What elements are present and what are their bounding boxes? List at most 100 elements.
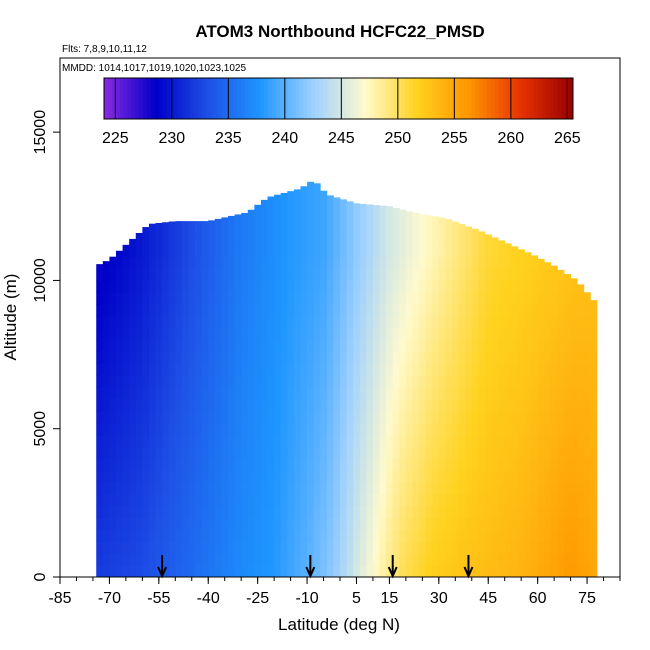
heatmap-cell (247, 387, 255, 400)
heatmap-cell (583, 327, 591, 341)
heatmap-cell (201, 422, 209, 436)
heatmap-cell (254, 292, 262, 305)
heatmap-cell (208, 565, 216, 578)
heatmap-cell (162, 493, 170, 507)
heatmap-cell (122, 410, 130, 424)
heatmap-cell (122, 387, 130, 400)
heatmap-cell (353, 505, 361, 519)
colorbar-segment (350, 78, 355, 119)
heatmap-cell (214, 541, 222, 554)
heatmap-cell (175, 339, 183, 352)
heatmap-cell (386, 304, 394, 317)
heatmap-cell (478, 493, 486, 507)
heatmap-cell (260, 458, 268, 471)
heatmap-cell (241, 232, 249, 246)
heatmap-cell (405, 351, 413, 364)
heatmap-cell (425, 232, 433, 246)
heatmap-cell (399, 553, 407, 566)
heatmap-cell (307, 185, 315, 198)
heatmap-cell (392, 470, 400, 483)
heatmap-cell (438, 304, 446, 317)
heatmap-cell (458, 351, 466, 364)
heatmap-cell (405, 493, 413, 507)
heatmap-cell (254, 268, 262, 281)
heatmap-cell (320, 553, 328, 566)
heatmap-cell (425, 470, 433, 483)
heatmap-cell (148, 553, 156, 566)
heatmap-cell (307, 482, 315, 495)
heatmap-cell (326, 209, 334, 222)
heatmap-cell (221, 565, 229, 578)
heatmap-cell (392, 256, 400, 269)
heatmap-cell (214, 482, 222, 495)
heatmap-cell (425, 256, 433, 269)
heatmap-cell (412, 529, 420, 542)
heatmap-cell (340, 493, 347, 507)
heatmap-cell (550, 482, 558, 495)
heatmap-cell (386, 351, 394, 364)
heatmap-cell (372, 280, 380, 293)
heatmap-cell (122, 292, 130, 305)
heatmap-cell (458, 399, 466, 412)
heatmap-cell (432, 221, 440, 234)
colorbar-segment (307, 78, 312, 119)
heatmap-cell (162, 505, 170, 519)
heatmap-cell (162, 375, 170, 388)
heatmap-cell (135, 434, 143, 447)
heatmap-cell (326, 387, 334, 400)
heatmap-cell (577, 505, 585, 519)
heatmap-cell (340, 529, 347, 542)
heatmap-cell (260, 209, 268, 222)
heatmap-cell (96, 387, 104, 400)
heatmap-cell (280, 434, 288, 447)
heatmap-cell (432, 244, 440, 258)
heatmap-cell (465, 256, 473, 269)
heatmap-cell (517, 375, 525, 388)
heatmap-cell (372, 410, 380, 424)
heatmap-cell (504, 458, 512, 471)
heatmap-cell (425, 304, 433, 317)
heatmap-cell (458, 224, 466, 234)
heatmap-cell (412, 399, 420, 412)
heatmap-cell (214, 292, 222, 305)
heatmap-cell (498, 470, 506, 483)
heatmap-cell (260, 351, 268, 364)
heatmap-cell (557, 422, 565, 436)
heatmap-cell (504, 387, 512, 400)
heatmap-cell (228, 446, 235, 459)
heatmap-cell (300, 327, 308, 341)
colorbar-segment (295, 78, 300, 119)
heatmap-cell (241, 422, 249, 436)
heatmap-cell (379, 434, 387, 447)
heatmap-cell (491, 470, 499, 483)
heatmap-cell (392, 553, 400, 566)
heatmap-cell (293, 505, 301, 519)
heatmap-cell (162, 222, 170, 234)
heatmap-cell (307, 292, 315, 305)
heatmap-cell (478, 565, 486, 578)
heatmap-cell (517, 565, 525, 578)
heatmap-cell (379, 541, 387, 554)
heatmap-cell (267, 268, 275, 281)
heatmap-cell (471, 399, 479, 412)
heatmap-cell (432, 482, 440, 495)
heatmap-cell (247, 304, 255, 317)
heatmap-cell (313, 553, 321, 566)
heatmap-cell (267, 470, 275, 483)
heatmap-cell (96, 327, 104, 341)
heatmap-cell (405, 268, 413, 281)
heatmap-cell (188, 232, 196, 246)
heatmap-cell (221, 541, 229, 554)
heatmap-cell (471, 228, 479, 234)
heatmap-cell (109, 316, 117, 329)
heatmap-cell (484, 280, 492, 293)
heatmap-cell (208, 553, 216, 566)
heatmap-cell (280, 553, 288, 566)
heatmap-cell (234, 316, 242, 329)
heatmap-cell (208, 351, 216, 364)
heatmap-cell (405, 256, 413, 269)
heatmap-cell (155, 339, 163, 352)
heatmap-cell (590, 493, 598, 507)
heatmap-cell (379, 387, 387, 400)
heatmap-cell (155, 446, 163, 459)
